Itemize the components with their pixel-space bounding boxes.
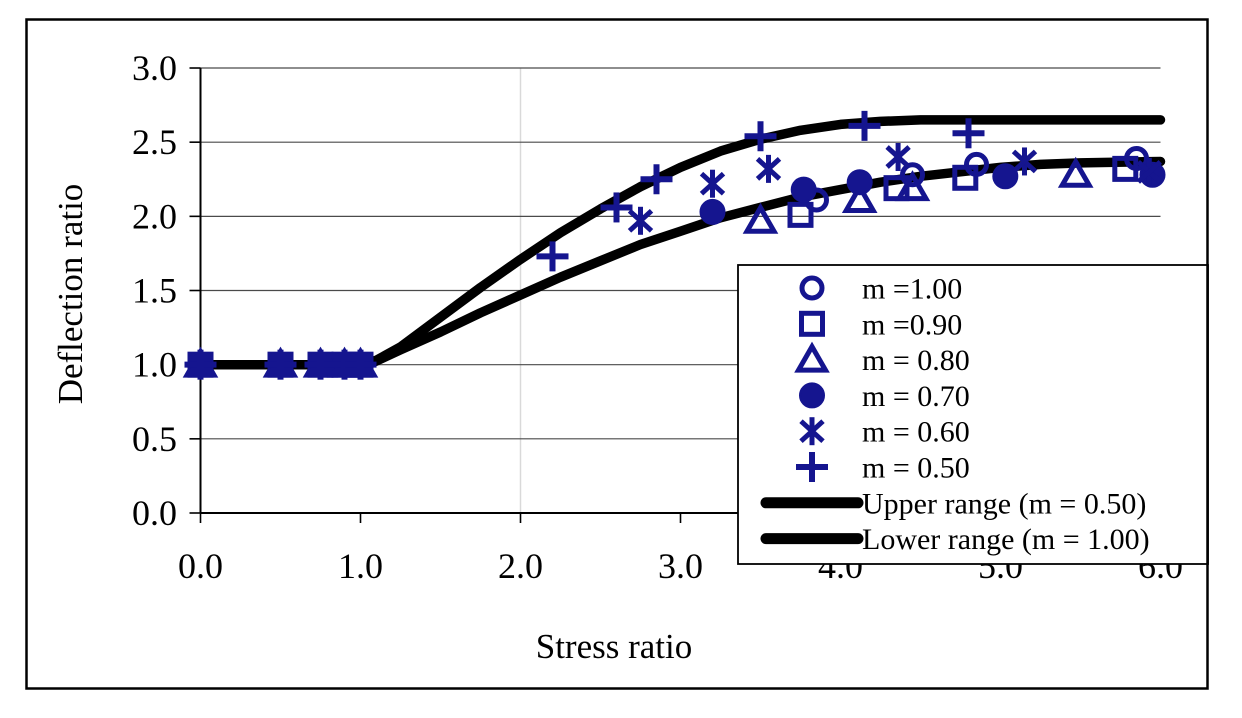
legend-label: m =0.90 xyxy=(862,308,962,341)
figure-border xyxy=(25,18,1209,690)
data-point-triangle xyxy=(1057,156,1094,188)
data-point-star xyxy=(699,169,726,198)
legend-entry: Upper range (m = 0.50) xyxy=(760,487,1146,520)
data-point-filled-circle xyxy=(699,198,726,225)
filled-circle-marker-shape xyxy=(790,176,817,203)
data-point-triangle xyxy=(894,170,931,202)
data-point-square xyxy=(787,201,814,228)
x-tick-label: 3.0 xyxy=(658,546,703,586)
range-curve xyxy=(195,156,1166,370)
legend-label: Upper range (m = 0.50) xyxy=(862,487,1146,520)
star-marker-shape xyxy=(1136,159,1162,184)
y-tick-label: 1.5 xyxy=(132,271,177,311)
y-tick-label: 0.0 xyxy=(132,493,177,533)
legend-entry: m = 0.60 xyxy=(799,416,970,449)
data-point-star xyxy=(885,143,911,172)
legend-marker-triangle xyxy=(794,341,830,373)
legend-marker-star xyxy=(799,417,825,446)
data-point-plus xyxy=(264,349,297,380)
data-point-star xyxy=(1011,147,1038,176)
legend-marker-square xyxy=(799,310,825,337)
x-tick-label: 2.0 xyxy=(498,546,543,586)
data-point-plus xyxy=(600,192,633,223)
y-tick-label: 3.0 xyxy=(132,48,177,88)
data-point-plus xyxy=(848,110,881,141)
data-point-plus xyxy=(184,349,217,380)
legend-marker-plus xyxy=(796,452,828,482)
filled-circle-marker-shape xyxy=(799,382,825,409)
triangle-marker-shape xyxy=(1057,156,1094,188)
data-point-square xyxy=(1112,155,1139,182)
data-point-star xyxy=(755,154,782,183)
legend-marker-filled-circle xyxy=(799,382,825,409)
legend-entry: m =1.00 xyxy=(799,273,962,306)
legend-label: m = 0.70 xyxy=(862,380,970,413)
data-point-plus xyxy=(952,118,985,149)
data-point-plus xyxy=(744,121,777,152)
legend-entry: m = 0.80 xyxy=(794,341,970,377)
legend-entry: m =0.90 xyxy=(799,308,962,341)
star-marker-shape xyxy=(627,208,654,233)
star-marker-shape xyxy=(1011,149,1038,174)
star-marker-shape xyxy=(799,419,825,444)
data-point-plus xyxy=(344,349,377,380)
legend-marker-circle xyxy=(799,275,825,301)
y-tick-label: 0.5 xyxy=(132,419,177,459)
star-marker-shape xyxy=(699,171,726,196)
legend-label: m = 0.50 xyxy=(862,452,970,485)
data-point-star xyxy=(627,206,654,235)
star-marker-shape xyxy=(885,145,911,169)
legend-entry: m = 0.70 xyxy=(799,380,970,413)
data-point-filled-circle xyxy=(992,163,1019,190)
square-marker-shape xyxy=(952,164,979,191)
data-point-star xyxy=(1136,157,1162,186)
triangle-marker-shape xyxy=(794,341,830,373)
legend-label: m = 0.80 xyxy=(862,344,970,377)
star-marker-shape xyxy=(755,157,782,181)
square-marker-shape xyxy=(799,310,825,337)
triangle-marker-shape xyxy=(894,170,931,202)
data-point-triangle xyxy=(742,202,779,234)
legend-entry: Lower range (m = 1.00) xyxy=(760,523,1150,556)
series-plus xyxy=(184,110,985,380)
legend-label: Lower range (m = 1.00) xyxy=(862,523,1150,556)
data-point-triangle xyxy=(841,182,878,214)
legend-entry: m = 0.50 xyxy=(796,452,970,485)
legend-label: m = 0.60 xyxy=(862,416,970,449)
triangle-marker-shape xyxy=(742,202,779,234)
data-point-circle xyxy=(900,162,925,188)
filled-circle-marker-shape xyxy=(699,198,726,225)
data-point-plus xyxy=(640,164,673,195)
data-point-filled-circle xyxy=(846,169,873,196)
data-point-filled-circle xyxy=(790,176,817,203)
x-tick-label: 1.0 xyxy=(338,546,383,586)
y-tick-label: 2.5 xyxy=(132,122,177,162)
circle-marker-shape xyxy=(799,275,825,301)
data-point-plus xyxy=(536,241,569,272)
y-axis-title: Deflection ratio xyxy=(51,184,90,405)
x-tick-label: 0.0 xyxy=(178,546,223,586)
filled-circle-marker-shape xyxy=(992,163,1019,190)
y-tick-label: 1.0 xyxy=(132,345,177,385)
data-point-square xyxy=(952,164,979,191)
filled-circle-marker-shape xyxy=(846,169,873,196)
circle-marker-shape xyxy=(900,162,925,188)
y-tick-label: 2.0 xyxy=(132,196,177,236)
legend-label: m =1.00 xyxy=(862,273,962,306)
x-axis-title: Stress ratio xyxy=(536,627,693,666)
square-marker-shape xyxy=(1112,155,1139,182)
triangle-marker-shape xyxy=(841,182,878,214)
square-marker-shape xyxy=(787,201,814,228)
